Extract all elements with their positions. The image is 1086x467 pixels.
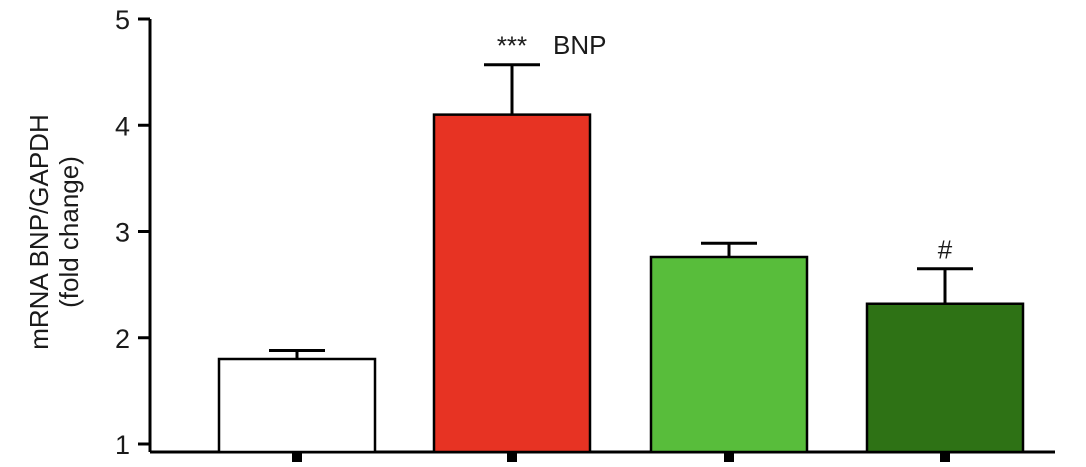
bar	[432, 113, 592, 454]
x-axis	[150, 450, 1055, 462]
y-axis-title-line-2: (fold change)	[54, 156, 84, 308]
significance-marker: ***	[497, 31, 527, 61]
y-tick-label: 1	[115, 430, 130, 460]
bar	[649, 255, 809, 454]
y-tick-label: 4	[115, 111, 130, 141]
annotations: *** # BNP	[497, 30, 953, 265]
y-tick-label: 3	[115, 218, 130, 248]
bar	[217, 357, 377, 454]
chart-label: BNP	[553, 30, 606, 60]
bars	[217, 113, 1025, 454]
x-tick	[724, 452, 734, 462]
error-bars	[269, 63, 973, 359]
y-axis-title: mRNA BNP/GAPDH (fold change)	[24, 114, 84, 350]
y-axis-title-line-1: mRNA BNP/GAPDH	[24, 114, 54, 350]
x-tick	[292, 452, 302, 462]
significance-marker: #	[938, 235, 953, 265]
y-tick-label: 5	[115, 5, 130, 35]
x-tick	[940, 452, 950, 462]
y-axis: 1 2 3 4 5	[115, 5, 152, 460]
x-tick	[507, 452, 517, 462]
y-tick-label: 2	[115, 324, 130, 354]
bar	[865, 302, 1025, 454]
